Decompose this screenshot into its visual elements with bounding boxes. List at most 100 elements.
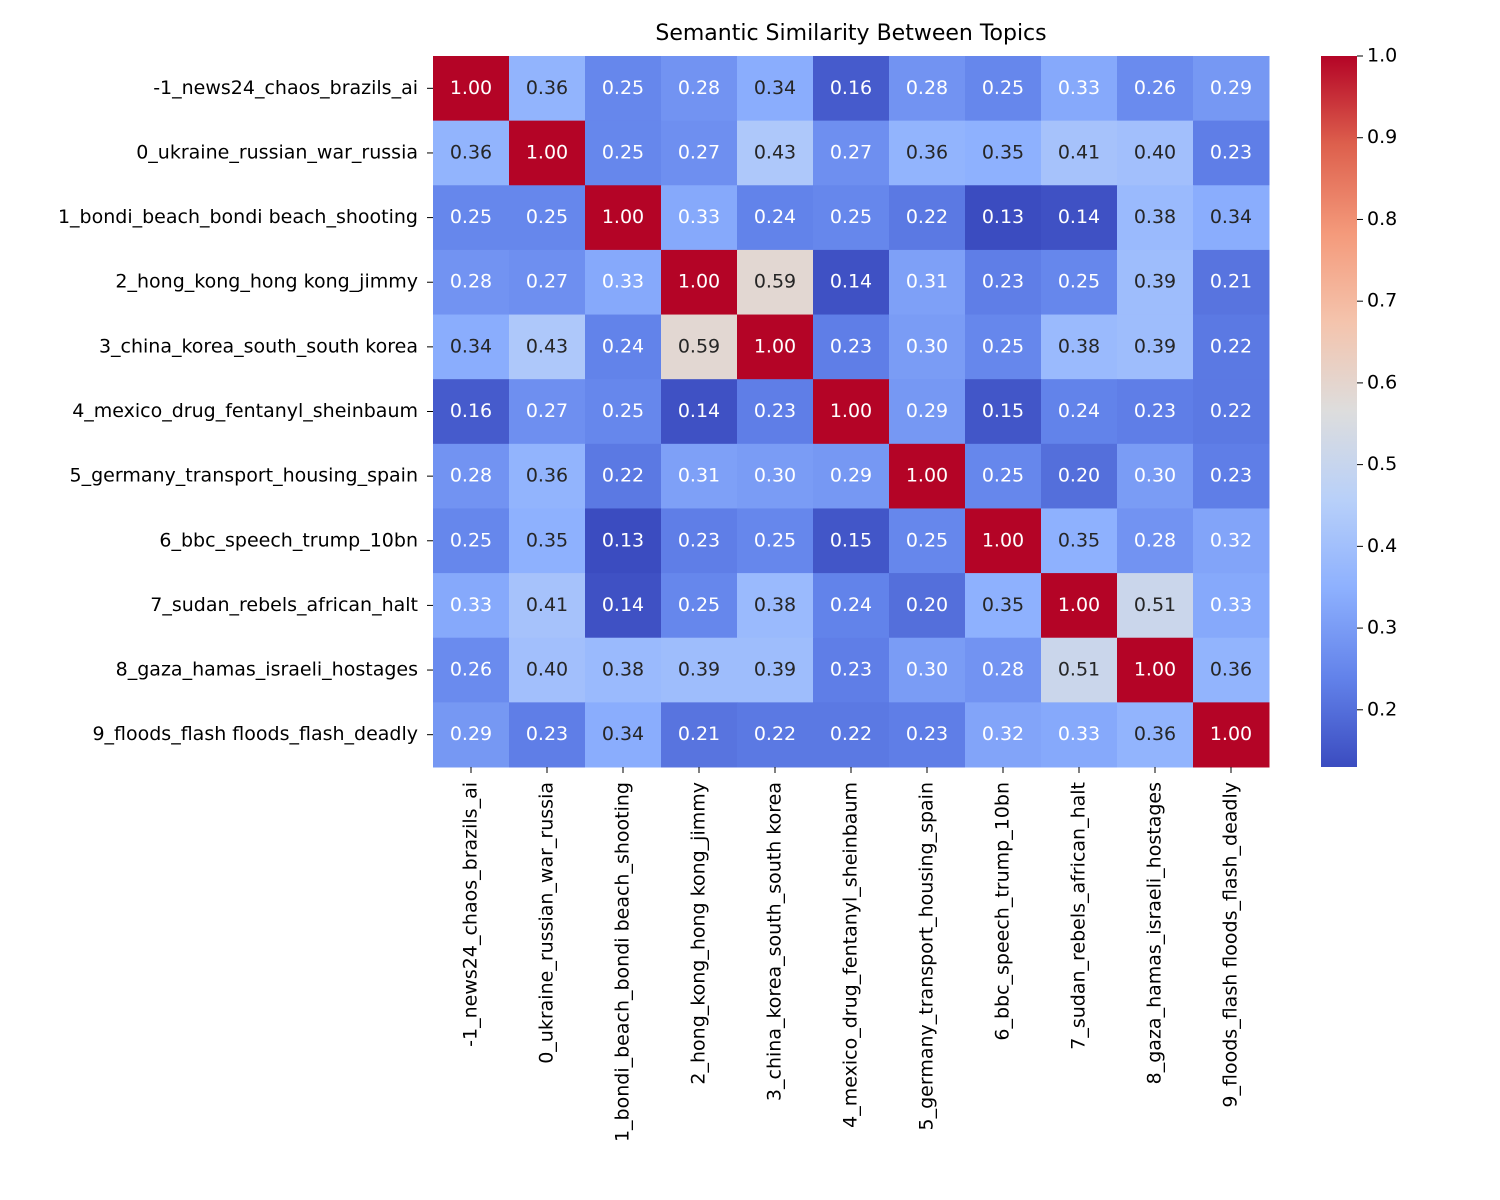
cell (737, 508, 814, 574)
cell (813, 249, 890, 316)
value-label: 0.23 (678, 529, 720, 551)
cell (1041, 573, 1118, 639)
cell (509, 443, 586, 509)
cell (585, 508, 662, 574)
cell (433, 637, 510, 703)
value-label: 0.23 (830, 335, 872, 357)
value-label: 0.25 (906, 529, 948, 551)
cell (1117, 508, 1194, 574)
cell (889, 120, 966, 186)
cell (737, 379, 814, 445)
value-label: 0.16 (450, 400, 492, 422)
value-label: 0.27 (526, 271, 568, 293)
value-label: 0.16 (830, 77, 872, 99)
value-label: 0.39 (1134, 271, 1176, 293)
cell (1193, 508, 1270, 574)
y-tick-label: 6_bbc_speech_trump_10bn (159, 529, 418, 551)
value-label: 0.59 (678, 335, 720, 357)
x-tick-label: 4_mexico_drug_fentanyl_sheinbaum (840, 782, 862, 1128)
value-label: 0.14 (1058, 206, 1100, 228)
value-label: 0.38 (1058, 335, 1100, 357)
value-label: 0.34 (450, 335, 492, 357)
cell (433, 120, 510, 186)
value-label: 0.23 (1210, 141, 1252, 163)
y-tick-label: 1_bondi_beach_bondi beach_shooting (58, 206, 418, 228)
cell (965, 120, 1042, 186)
value-label: 0.25 (982, 77, 1024, 99)
cell (1117, 314, 1194, 380)
colorbar (1321, 56, 1357, 767)
x-tick-label: 3_china_korea_south_south korea (764, 782, 786, 1101)
value-label: 0.22 (1210, 400, 1252, 422)
cell (1117, 379, 1194, 445)
value-label: 0.25 (982, 335, 1024, 357)
value-label: 0.26 (1134, 77, 1176, 99)
value-label: 0.23 (1134, 400, 1176, 422)
value-label: 0.13 (982, 206, 1024, 228)
y-tick-label: 2_hong_kong_hong kong_jimmy (115, 271, 418, 293)
y-tick-label: 5_germany_transport_housing_spain (70, 465, 418, 487)
cell (661, 702, 738, 768)
cell (585, 185, 662, 251)
value-label: 0.15 (982, 400, 1024, 422)
cell (889, 314, 966, 380)
value-label: 0.21 (1210, 271, 1252, 293)
cell (661, 56, 738, 122)
value-label: 0.14 (602, 594, 644, 616)
value-label: 0.25 (754, 529, 796, 551)
cell (889, 637, 966, 703)
cell (661, 573, 738, 639)
colorbar-tick-label: 1.0 (1367, 45, 1397, 67)
colorbar-tick-label: 0.9 (1367, 126, 1397, 148)
value-label: 0.51 (1134, 594, 1176, 616)
cell (661, 314, 738, 380)
cell (509, 120, 586, 186)
cell (509, 314, 586, 380)
cell (965, 573, 1042, 639)
colorbar-tick-label: 0.8 (1367, 208, 1397, 230)
value-label: 0.40 (526, 659, 568, 681)
cell (813, 637, 890, 703)
cell (1041, 120, 1118, 186)
value-label: 0.36 (1210, 659, 1252, 681)
cell (1041, 508, 1118, 574)
value-label: 0.13 (602, 529, 644, 551)
cell (585, 56, 662, 122)
value-label: 0.15 (830, 529, 872, 551)
cell (433, 314, 510, 380)
value-label: 0.29 (906, 400, 948, 422)
value-label: 0.14 (830, 271, 872, 293)
value-label: 0.28 (450, 465, 492, 487)
value-label: 0.40 (1134, 141, 1176, 163)
value-label: 0.41 (1058, 141, 1100, 163)
x-tick-label: 1_bondi_beach_bondi beach_shooting (612, 782, 634, 1142)
value-label: 0.36 (526, 465, 568, 487)
cell (965, 56, 1042, 122)
value-label: 1.00 (450, 77, 492, 99)
value-label: 0.22 (754, 723, 796, 745)
cell (965, 314, 1042, 380)
colorbar-tick-label: 0.5 (1367, 453, 1397, 475)
cell (737, 120, 814, 186)
value-label: 0.23 (830, 659, 872, 681)
cell (813, 56, 890, 122)
value-label: 0.30 (754, 465, 796, 487)
value-label: 0.38 (1134, 206, 1176, 228)
cell (509, 56, 586, 122)
cell (737, 443, 814, 509)
value-label: 0.20 (906, 594, 948, 616)
cell (889, 443, 966, 509)
value-label: 1.00 (678, 271, 720, 293)
cell (509, 508, 586, 574)
cell (813, 702, 890, 768)
cell (1117, 443, 1194, 509)
cell (1117, 185, 1194, 251)
value-label: 0.31 (906, 271, 948, 293)
cell (1193, 314, 1270, 380)
value-label: 0.23 (526, 723, 568, 745)
value-label: 0.28 (982, 659, 1024, 681)
cell (433, 508, 510, 574)
value-label: 0.39 (754, 659, 796, 681)
value-label: 0.23 (754, 400, 796, 422)
value-label: 0.23 (1210, 465, 1252, 487)
